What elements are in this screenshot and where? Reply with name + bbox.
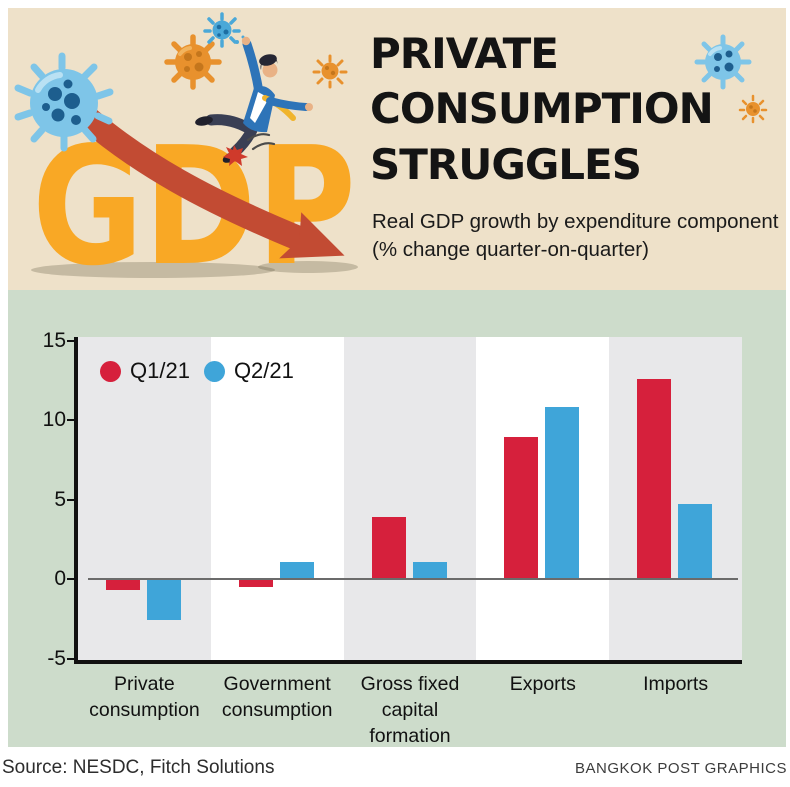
y-tick-label: 0	[54, 567, 66, 590]
y-axis-line	[74, 337, 78, 664]
x-category-label-line: consumption	[89, 699, 200, 721]
category-band	[343, 337, 477, 660]
chart-bar-q221	[147, 579, 181, 621]
y-tick-mark	[67, 339, 74, 342]
chart-bar-q121	[106, 579, 140, 591]
gdp-shadow	[31, 262, 275, 278]
y-tick-label: 5	[54, 487, 66, 511]
chart-bar-q121	[371, 516, 406, 579]
x-category-label: Imports	[609, 671, 742, 697]
header-panel: GDP	[8, 8, 786, 290]
x-category-label-line: Exports	[509, 673, 576, 695]
chart-panel: 15 10 5 0 -5 Private consumption Government cons…	[8, 290, 786, 747]
chart-bar-q221	[545, 407, 580, 579]
zero-gridline	[88, 578, 738, 580]
chart-bar-q121	[238, 579, 273, 587]
x-category-label: Government consumption	[211, 671, 344, 723]
chart-bar-q221	[678, 504, 713, 579]
footer: Source: NESDC, Fitch Solutions BANGKOK P…	[0, 747, 790, 787]
legend-label: Q1/21	[130, 358, 190, 383]
chart-legend: Q1/21 Q2/21	[100, 358, 294, 384]
y-tick-mark	[67, 498, 74, 501]
y-tick-label: 10	[42, 408, 66, 431]
x-category-label-line: Imports	[643, 673, 709, 695]
category-band	[210, 337, 344, 660]
blue-coronavirus-top-right-icon	[694, 34, 752, 90]
page-title: PRIVATE CONSUMPTION STRUGGLES	[370, 29, 714, 189]
y-tick-label: 15	[42, 328, 66, 352]
x-category-label-line: capital formation	[369, 699, 451, 747]
x-category-label-line: Gross fixed	[360, 673, 460, 695]
legend-item: Q2/21	[203, 358, 294, 384]
small-orange-coronavirus-icon	[312, 54, 348, 89]
category-band	[476, 337, 610, 660]
category-band	[78, 337, 211, 660]
chart-bar-q121	[504, 437, 539, 579]
legend-dot-icon	[100, 360, 121, 382]
chart-bar-q221	[279, 561, 314, 579]
bar-chart: 15 10 5 0 -5 Private consumption Government cons…	[8, 290, 786, 747]
large-blue-coronavirus-icon	[14, 52, 114, 152]
source-note: Source: NESDC, Fitch Solutions	[2, 757, 275, 778]
gdp-shadow	[258, 261, 358, 273]
small-orange-coronavirus-right-icon	[738, 94, 768, 124]
small-blue-coronavirus-icon	[203, 12, 241, 48]
category-band	[609, 337, 742, 660]
legend-dot-icon	[203, 360, 225, 382]
gdp-decline-illustration: GDP	[14, 12, 768, 290]
y-tick-label: -5	[47, 646, 66, 670]
chart-bar-q221	[412, 561, 447, 579]
x-category-label: Gross fixed capital formation	[344, 671, 477, 749]
x-category-label-line: Government	[223, 673, 331, 695]
x-category-label-line: consumption	[221, 699, 333, 721]
declining-red-arrow-icon	[65, 97, 345, 259]
y-tick-mark	[67, 578, 74, 580]
orange-coronavirus-icon	[164, 34, 222, 90]
red-coronavirus-underfoot-icon	[223, 145, 248, 166]
y-tick-mark	[67, 657, 74, 660]
page-subtitle: Real GDP growth by expenditure component…	[372, 210, 779, 262]
x-category-label: Exports	[476, 671, 609, 697]
chart-bar-q121	[637, 378, 672, 579]
x-category-label: Private consumption	[78, 671, 211, 723]
falling-businessman	[195, 35, 313, 166]
legend-item: Q1/21	[100, 358, 190, 384]
x-category-label-line: Private	[114, 673, 175, 695]
legend-label: Q2/21	[233, 358, 294, 383]
y-tick-mark	[67, 419, 74, 421]
x-axis-line	[74, 660, 742, 664]
graphics-credit: BANGKOK POST GRAPHICS	[575, 760, 787, 777]
